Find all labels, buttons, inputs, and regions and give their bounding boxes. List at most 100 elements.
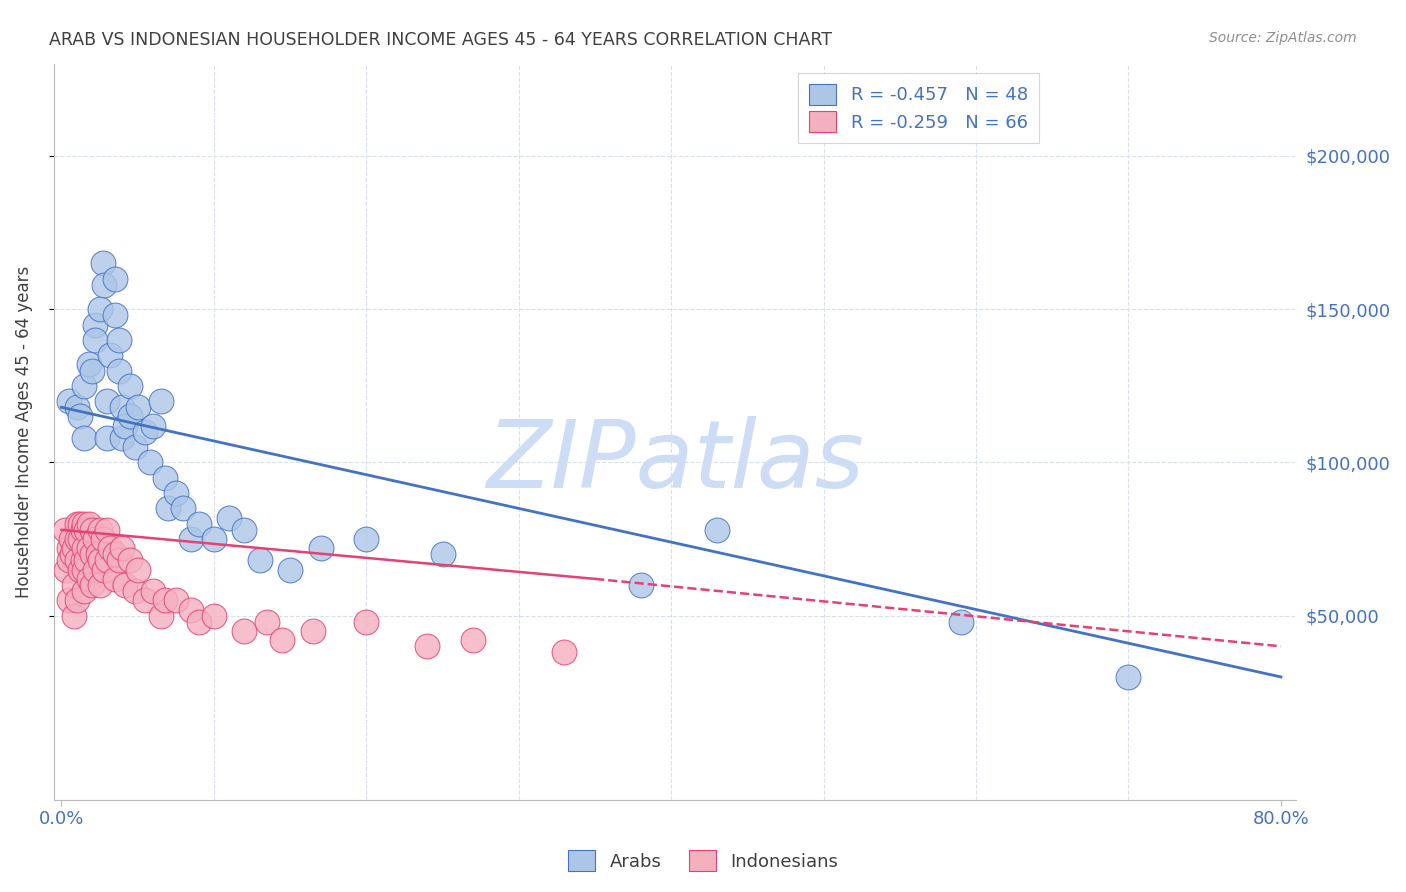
Point: [256, 615, 278, 629]
Point: [66, 532, 89, 546]
Text: ARAB VS INDONESIAN HOUSEHOLDER INCOME AGES 45 - 64 YEARS CORRELATION CHART: ARAB VS INDONESIAN HOUSEHOLDER INCOME AG…: [49, 31, 832, 49]
Point: [356, 532, 378, 546]
Point: [202, 608, 225, 623]
Point: [949, 615, 972, 629]
Point: [108, 553, 131, 567]
Point: [416, 640, 439, 654]
Point: [55, 563, 77, 577]
Point: [58, 541, 80, 556]
Point: [127, 563, 149, 577]
Point: [134, 593, 156, 607]
Point: [142, 584, 165, 599]
Point: [72, 523, 94, 537]
Point: [233, 523, 256, 537]
Point: [118, 379, 141, 393]
Text: ZIPatlas: ZIPatlas: [486, 416, 863, 507]
Point: [187, 615, 209, 629]
Point: [114, 418, 136, 433]
Point: [118, 553, 141, 567]
Point: [139, 455, 162, 469]
Point: [62, 541, 84, 556]
Point: [111, 431, 134, 445]
Point: [89, 578, 111, 592]
Point: [75, 523, 97, 537]
Point: [60, 547, 83, 561]
Point: [302, 624, 325, 638]
Point: [218, 510, 240, 524]
Point: [356, 615, 378, 629]
Point: [124, 440, 146, 454]
Point: [69, 516, 91, 531]
Point: [142, 418, 165, 433]
Point: [77, 541, 100, 556]
Point: [69, 563, 91, 577]
Point: [58, 553, 80, 567]
Point: [59, 532, 82, 546]
Y-axis label: Householder Income Ages 45 - 64 years: Householder Income Ages 45 - 64 years: [15, 266, 32, 598]
Point: [124, 584, 146, 599]
Point: [84, 532, 107, 546]
Point: [96, 394, 118, 409]
Point: [98, 348, 121, 362]
Point: [104, 547, 127, 561]
Point: [84, 333, 107, 347]
Point: [134, 425, 156, 439]
Point: [75, 553, 97, 567]
Legend: R = -0.457   N = 48, R = -0.259   N = 66: R = -0.457 N = 48, R = -0.259 N = 66: [799, 73, 1039, 143]
Point: [149, 394, 172, 409]
Point: [72, 553, 94, 567]
Point: [157, 501, 180, 516]
Point: [73, 431, 96, 445]
Point: [432, 547, 454, 561]
Point: [66, 401, 89, 415]
Point: [149, 608, 172, 623]
Point: [153, 471, 176, 485]
Point: [91, 532, 114, 546]
Point: [89, 302, 111, 317]
Point: [73, 563, 96, 577]
Point: [66, 516, 89, 531]
Point: [111, 401, 134, 415]
Point: [271, 633, 294, 648]
Point: [127, 401, 149, 415]
Point: [93, 277, 115, 292]
Point: [62, 578, 84, 592]
Point: [84, 318, 107, 332]
Point: [118, 409, 141, 424]
Point: [96, 431, 118, 445]
Point: [706, 523, 728, 537]
Point: [53, 523, 76, 537]
Text: Source: ZipAtlas.com: Source: ZipAtlas.com: [1209, 31, 1357, 45]
Point: [96, 523, 118, 537]
Point: [153, 593, 176, 607]
Point: [553, 645, 575, 659]
Point: [180, 532, 202, 546]
Point: [69, 409, 91, 424]
Point: [84, 563, 107, 577]
Point: [80, 547, 103, 561]
Point: [630, 578, 652, 592]
Point: [233, 624, 256, 638]
Point: [461, 633, 484, 648]
Point: [89, 553, 111, 567]
Point: [104, 271, 127, 285]
Point: [108, 363, 131, 377]
Point: [66, 593, 89, 607]
Point: [187, 516, 209, 531]
Point: [93, 563, 115, 577]
Point: [77, 516, 100, 531]
Point: [202, 532, 225, 546]
Point: [180, 602, 202, 616]
Point: [96, 553, 118, 567]
Point: [80, 363, 103, 377]
Point: [89, 523, 111, 537]
Point: [104, 572, 127, 586]
Point: [87, 547, 110, 561]
Point: [80, 523, 103, 537]
Point: [58, 593, 80, 607]
Point: [73, 516, 96, 531]
Point: [104, 309, 127, 323]
Point: [165, 486, 187, 500]
Point: [249, 553, 271, 567]
Point: [108, 333, 131, 347]
